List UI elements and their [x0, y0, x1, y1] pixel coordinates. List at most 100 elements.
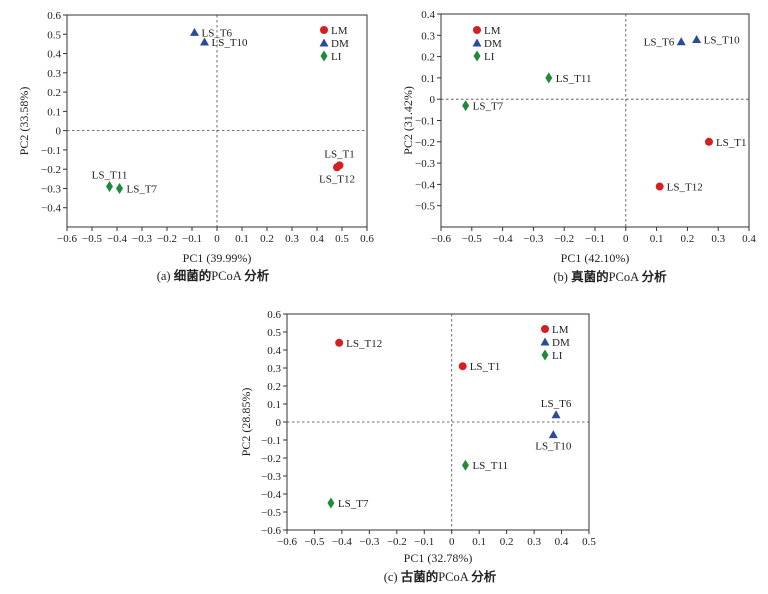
x-tick-label: −0.5	[462, 233, 482, 245]
legend-label-li: LI	[484, 51, 495, 63]
y-tick-label: 0.1	[47, 106, 61, 118]
x-tick-label: −0.2	[554, 233, 574, 245]
x-axis-label: PC1 (32.78%)	[404, 551, 473, 565]
x-tick-label: 0.3	[285, 233, 299, 245]
x-tick-label: 0.1	[235, 233, 249, 245]
y-tick-label: −0.5	[415, 201, 435, 213]
y-tick-label: 0.2	[47, 87, 61, 99]
y-tick-label: −0.1	[41, 145, 61, 157]
y-tick-label: −0.1	[261, 435, 281, 447]
x-tick-label: −0.5	[82, 233, 102, 245]
x-tick-label: −0.4	[493, 233, 513, 245]
y-tick-label: −0.4	[261, 489, 281, 501]
legend-label-li: LI	[552, 350, 563, 362]
y-tick-label: 0.4	[267, 345, 281, 357]
data-point-ls-t12	[333, 163, 341, 172]
y-tick-label: 0.6	[47, 10, 61, 22]
legend-marker-li	[473, 50, 481, 62]
legend-label-dm: DM	[331, 38, 349, 50]
x-tick-label: −0.1	[414, 536, 434, 548]
x-tick-label: 0.2	[681, 233, 695, 245]
y-tick-label: −0.1	[415, 116, 435, 128]
y-tick-label: −0.3	[261, 471, 281, 483]
data-point-ls-t6	[551, 410, 561, 419]
legend-marker-lm	[320, 26, 328, 34]
y-tick-label: −0.6	[261, 525, 281, 537]
point-label: LS_T1	[324, 148, 355, 160]
y-tick-label: 0	[276, 417, 282, 429]
panel-caption: (a) 细菌的PCoA 分析	[157, 268, 270, 283]
x-tick-label: −0.3	[523, 233, 543, 245]
point-label: LS_T7	[338, 498, 369, 510]
x-tick-label: 0.2	[500, 536, 514, 548]
legend-label-li: LI	[331, 51, 342, 63]
point-label: LS_T7	[473, 101, 504, 113]
legend-marker-dm	[319, 38, 329, 47]
legend-label-lm: LM	[331, 25, 348, 37]
legend-marker-li	[541, 349, 549, 361]
data-point-ls-t7	[116, 182, 123, 194]
y-tick-label: 0.3	[421, 30, 435, 42]
data-point-ls-t7	[462, 100, 470, 112]
x-tick-label: 0	[623, 233, 629, 245]
x-tick-label: 0.4	[742, 233, 756, 245]
x-tick-label: −0.4	[332, 536, 352, 548]
x-tick-label: 0.3	[527, 536, 541, 548]
y-tick-label: 0.1	[421, 73, 435, 85]
legend-label-lm: LM	[552, 324, 569, 336]
data-point-ls-t10	[548, 430, 558, 439]
x-tick-label: 0	[449, 536, 455, 548]
point-label: LS_T6	[644, 37, 675, 49]
x-tick-label: 0.4	[555, 536, 569, 548]
x-tick-label: 0.5	[335, 233, 349, 245]
data-point-ls-t11	[461, 459, 469, 471]
x-tick-label: −0.6	[277, 536, 297, 548]
data-point-ls-t6	[676, 37, 686, 46]
y-tick-label: −0.2	[41, 164, 61, 176]
panel-b-fungi: −0.6 −0.5 −0.4 −0.3 −0.2 −0.1 0 0.1 0.2 0.3 0.4 −0.…	[401, 9, 756, 284]
x-tick-label: 0.1	[472, 536, 486, 548]
x-tick-label: −0.1	[585, 233, 605, 245]
x-tick-label: −0.3	[132, 233, 152, 245]
y-tick-label: 0	[56, 126, 62, 138]
y-tick-label: −0.4	[415, 179, 435, 191]
data-point-ls-t12	[335, 338, 344, 347]
y-tick-label: 0.1	[267, 399, 281, 411]
panel-c-archaea: −0.6 −0.5 −0.4 −0.3 −0.2 −0.1 0 0.1 0.2 0.3 0.4 0.5…	[239, 309, 596, 584]
x-tick-label: 0.6	[360, 233, 374, 245]
data-point-ls-t1	[704, 137, 713, 146]
point-label: LS_T11	[472, 460, 508, 472]
data-point-ls-t10	[692, 35, 702, 44]
data-point-ls-t10	[200, 37, 209, 46]
x-tick-label: 0	[214, 233, 220, 245]
data-point-ls-t12	[655, 182, 664, 191]
y-tick-label: 0.2	[267, 381, 281, 393]
point-label: LS_T10	[212, 37, 249, 49]
x-tick-label: −0.3	[359, 536, 379, 548]
legend-marker-lm	[473, 26, 481, 34]
y-axis-label: PC2 (28.85%)	[239, 388, 253, 457]
legend-label-dm: DM	[552, 337, 570, 349]
point-label: LS_T10	[535, 441, 572, 453]
x-tick-label: −0.5	[304, 536, 324, 548]
y-tick-label: 0.4	[421, 9, 435, 21]
x-tick-label: −0.1	[182, 233, 202, 245]
y-tick-label: 0.3	[267, 363, 281, 375]
x-tick-label: 0.2	[260, 233, 274, 245]
x-tick-label: −0.2	[387, 536, 407, 548]
legend-marker-dm	[472, 38, 482, 47]
y-tick-label: −0.4	[41, 203, 61, 215]
y-tick-label: 0.4	[47, 49, 61, 61]
data-point-ls-t11	[545, 72, 553, 84]
y-tick-label: −0.5	[261, 507, 281, 519]
point-label: LS_T11	[92, 170, 128, 182]
y-tick-label: 0.6	[267, 309, 281, 321]
y-tick-label: 0.3	[47, 68, 61, 80]
x-tick-label: 0.4	[310, 233, 324, 245]
panel-a-bacteria: −0.6 −0.5 −0.4 −0.3 −0.2 −0.1 0 0.1 0.2 0.3 0.4 0.5…	[17, 10, 374, 283]
x-tick-label: 0.5	[582, 536, 596, 548]
y-tick-label: −0.3	[415, 158, 435, 170]
x-tick-label: 0.3	[711, 233, 725, 245]
x-tick-label: −0.6	[57, 233, 77, 245]
x-tick-label: −0.4	[107, 233, 127, 245]
